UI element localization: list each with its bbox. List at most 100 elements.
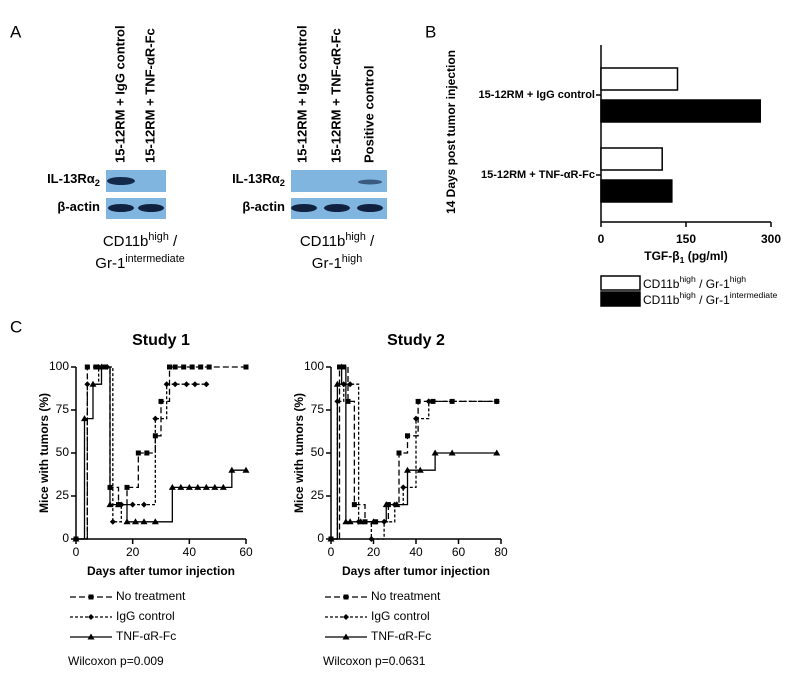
y-tick-label: 15-12RM + TNF-αR-Fc	[481, 169, 595, 181]
y-axis-label: Mice with tumors (%)	[37, 393, 51, 513]
marker	[415, 398, 421, 404]
marker	[151, 518, 159, 525]
blot-strip	[106, 170, 166, 192]
row-label-part: IL-13Rα	[47, 171, 95, 186]
lane-label: 15-12RM + TNF-αR-Fc	[328, 28, 343, 163]
marker	[84, 381, 91, 388]
blot-caption: Gr-1intermediate	[95, 253, 184, 272]
marker	[129, 501, 136, 508]
marker	[98, 363, 105, 370]
panel-label: C	[10, 317, 22, 336]
marker	[430, 398, 436, 404]
marker	[132, 518, 139, 525]
legend-label-part: high	[679, 290, 696, 300]
marker	[338, 363, 346, 370]
marker	[123, 518, 131, 525]
blot-caption: CD11bhigh /	[103, 231, 178, 250]
y-tick-label: 25	[311, 488, 325, 502]
marker	[396, 450, 402, 456]
blot-caption-part: /	[169, 233, 178, 250]
bar	[600, 147, 663, 171]
blot-strip	[291, 170, 387, 192]
marker	[370, 518, 377, 525]
bar	[600, 99, 761, 123]
marker	[228, 466, 236, 473]
x-tick-label: 40	[409, 545, 423, 559]
legend-label: TNF-αR-Fc	[371, 629, 431, 643]
marker	[144, 450, 150, 456]
marker	[140, 518, 148, 525]
marker	[243, 364, 249, 370]
x-tick-label: 20	[126, 545, 140, 559]
marker	[368, 536, 375, 542]
marker	[152, 415, 159, 422]
marker	[124, 484, 130, 490]
blot-caption-part: Gr-1	[312, 255, 342, 272]
blot	[291, 170, 387, 219]
legend-label-part: high	[730, 274, 747, 284]
band	[107, 177, 135, 185]
marker	[202, 483, 210, 490]
marker	[346, 518, 354, 525]
series-line	[331, 383, 497, 540]
marker	[141, 501, 147, 508]
y-tick-label: 75	[311, 402, 325, 416]
series-line	[76, 366, 246, 540]
bar	[600, 179, 673, 203]
y-tick-label: 100	[304, 359, 324, 373]
marker	[168, 483, 176, 490]
legend-label-part: / Gr-1	[696, 293, 730, 307]
marker	[404, 466, 411, 473]
x-axis-label-part: (pg/ml)	[684, 249, 727, 263]
marker	[400, 484, 407, 491]
blot-caption-part: Gr-1	[95, 255, 125, 272]
x-tick-label: 80	[494, 545, 508, 559]
marker	[493, 398, 500, 405]
marker	[106, 501, 114, 508]
marker	[203, 381, 210, 388]
legend-label: No treatment	[116, 589, 186, 603]
row-label-part: 2	[280, 178, 285, 188]
marker	[327, 535, 335, 542]
marker	[172, 364, 178, 370]
y-tick-label: 75	[56, 402, 70, 416]
marker	[158, 398, 164, 404]
marker	[493, 449, 501, 456]
marker	[357, 518, 365, 525]
y-tick-label: 0	[62, 531, 69, 545]
marker	[185, 483, 193, 490]
marker	[183, 381, 190, 388]
legend-label: IgG control	[116, 609, 175, 623]
marker	[343, 614, 349, 620]
legend-label-part: CD11b	[643, 277, 680, 291]
x-tick-label: 300	[761, 232, 781, 246]
blot-caption-part: /	[366, 233, 375, 250]
marker	[337, 364, 342, 370]
chart-title: Study 1	[132, 332, 190, 349]
marker	[333, 380, 341, 387]
marker	[382, 501, 390, 508]
legend-swatch	[600, 291, 641, 307]
annotation: Wilcoxon p=0.0631	[323, 654, 426, 668]
blot-caption-part: CD11b	[300, 233, 346, 250]
legend-label-part: / Gr-1	[696, 277, 730, 291]
x-tick-label: 0	[73, 545, 80, 559]
marker	[393, 501, 401, 508]
legend-label-part: high	[679, 274, 696, 284]
row-label-part: IL-13Rα	[232, 171, 280, 186]
marker	[219, 483, 227, 490]
marker	[342, 633, 350, 640]
marker	[192, 381, 198, 388]
x-tick-label: 20	[367, 545, 381, 559]
bar	[600, 67, 679, 91]
marker	[72, 535, 80, 542]
row-label-part: β-actin	[242, 199, 285, 214]
blot-caption-part: intermediate	[125, 253, 184, 265]
marker	[211, 483, 219, 490]
band	[108, 204, 134, 212]
marker	[167, 364, 172, 370]
marker	[88, 594, 94, 600]
panel-label: B	[425, 22, 436, 41]
band	[291, 204, 317, 212]
legend-label: TNF-αR-Fc	[116, 629, 176, 643]
